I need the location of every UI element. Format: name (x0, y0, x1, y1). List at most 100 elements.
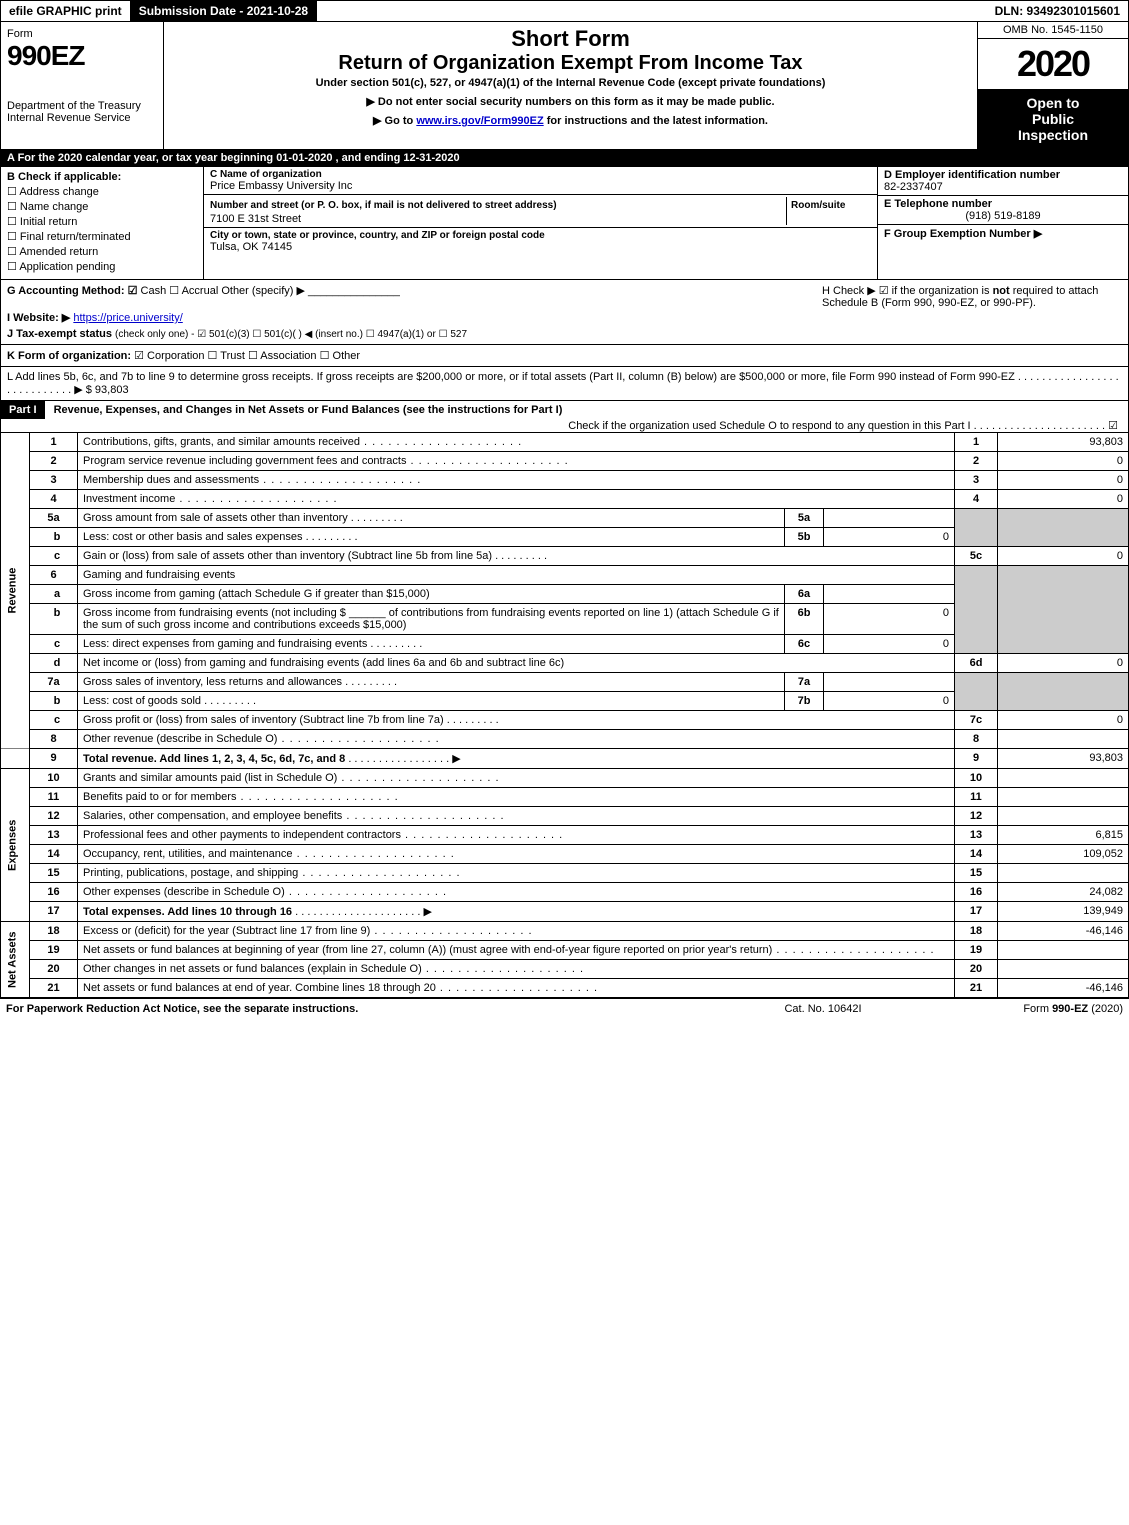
line6c-val: 0 (824, 635, 955, 654)
line9-desc: Total revenue. Add lines 1, 2, 3, 4, 5c,… (78, 749, 955, 769)
check-application-pending[interactable]: Application pending (7, 260, 197, 273)
line8-id: 8 (955, 730, 998, 749)
line12-amt (998, 807, 1129, 826)
line1-amt: 93,803 (998, 433, 1129, 452)
line6b-val: 0 (824, 604, 955, 635)
b-label: B Check if applicable: (7, 171, 121, 183)
side-revenue: Revenue (1, 433, 30, 749)
line6-desc: Gaming and fundraising events (78, 566, 955, 585)
website-link[interactable]: https://price.university/ (73, 312, 182, 324)
omb-number: OMB No. 1545-1150 (978, 22, 1128, 39)
line17-id: 17 (955, 902, 998, 922)
line6b-inner: 6b (785, 604, 824, 635)
line18-id: 18 (955, 922, 998, 941)
line5a-val (824, 509, 955, 528)
line5b-inner: 5b (785, 528, 824, 547)
part1-check-o: Check if the organization used Schedule … (1, 419, 1128, 432)
check-amended-return[interactable]: Amended return (7, 245, 197, 258)
section-g: G Accounting Method: Cash Accrual Other … (0, 280, 1129, 345)
efile-print[interactable]: efile GRAPHIC print (1, 1, 131, 21)
line7b-desc: Less: cost of goods sold (78, 692, 785, 711)
line18-amt: -46,146 (998, 922, 1129, 941)
g-cash[interactable]: Cash (128, 285, 167, 297)
side-expenses: Expenses (1, 769, 30, 922)
check-initial-return[interactable]: Initial return (7, 215, 197, 228)
line15-desc: Printing, publications, postage, and shi… (78, 864, 955, 883)
footer: For Paperwork Reduction Act Notice, see … (0, 998, 1129, 1019)
line7b-inner: 7b (785, 692, 824, 711)
line-k: K Form of organization: ☑ Corporation ☐ … (0, 345, 1129, 367)
footer-cat-no: Cat. No. 10642I (723, 1003, 923, 1015)
line6a-val (824, 585, 955, 604)
c-name-label: C Name of organization (210, 169, 871, 180)
part1-label: Part I (1, 401, 45, 419)
j-options: (check only one) - ☑ 501(c)(3) ☐ 501(c)(… (115, 329, 467, 340)
line16-desc: Other expenses (describe in Schedule O) (78, 883, 955, 902)
line20-amt (998, 960, 1129, 979)
irs: Internal Revenue Service (7, 112, 157, 124)
line14-id: 14 (955, 845, 998, 864)
line21-id: 21 (955, 979, 998, 998)
line7a-inner: 7a (785, 673, 824, 692)
org-street: 7100 E 31st Street (210, 213, 301, 225)
f-label: F Group Exemption Number ▶ (884, 228, 1042, 240)
lines-table: Revenue 1 Contributions, gifts, grants, … (0, 433, 1129, 998)
room-suite-label: Room/suite (791, 200, 845, 211)
line13-id: 13 (955, 826, 998, 845)
line16-amt: 24,082 (998, 883, 1129, 902)
line12-id: 12 (955, 807, 998, 826)
line2-id: 2 (955, 452, 998, 471)
line10-id: 10 (955, 769, 998, 788)
line1-num: 1 (30, 433, 78, 452)
line12-desc: Salaries, other compensation, and employ… (78, 807, 955, 826)
line10-amt (998, 769, 1129, 788)
part1-title: Revenue, Expenses, and Changes in Net As… (48, 401, 569, 419)
line2-desc: Program service revenue including govern… (78, 452, 955, 471)
line21-desc: Net assets or fund balances at end of ye… (78, 979, 955, 998)
line7c-id: 7c (955, 711, 998, 730)
line19-id: 19 (955, 941, 998, 960)
line8-desc: Other revenue (describe in Schedule O) (78, 730, 955, 749)
form-header: Form 990EZ Department of the Treasury In… (0, 22, 1129, 150)
d-label: D Employer identification number (884, 169, 1060, 181)
ein: 82-2337407 (884, 181, 943, 193)
j-label: J Tax-exempt status (7, 328, 112, 340)
check-address-change[interactable]: Address change (7, 185, 197, 198)
phone: (918) 519-8189 (884, 210, 1122, 222)
section-bcdef: B Check if applicable: Address change Na… (0, 167, 1129, 280)
line1-id: 1 (955, 433, 998, 452)
check-name-change[interactable]: Name change (7, 200, 197, 213)
line17-amt: 139,949 (998, 902, 1129, 922)
line5a-desc: Gross amount from sale of assets other t… (78, 509, 785, 528)
line20-id: 20 (955, 960, 998, 979)
line5b-val: 0 (824, 528, 955, 547)
form-number: 990EZ (7, 40, 157, 72)
col-def: D Employer identification number 82-2337… (877, 167, 1128, 279)
line-l: L Add lines 5b, 6c, and 7b to line 9 to … (0, 367, 1129, 401)
line9-id: 9 (955, 749, 998, 769)
ssn-warning: ▶ Do not enter social security numbers o… (174, 95, 967, 108)
line3-desc: Membership dues and assessments (78, 471, 955, 490)
dln: DLN: 93492301015601 (987, 1, 1128, 21)
g-other[interactable]: Other (specify) ▶ (221, 285, 305, 297)
part1-header: Part I Revenue, Expenses, and Changes in… (0, 401, 1129, 433)
subtitle: Under section 501(c), 527, or 4947(a)(1)… (174, 77, 967, 89)
line15-id: 15 (955, 864, 998, 883)
line17-desc: Total expenses. Add lines 10 through 16 … (78, 902, 955, 922)
line21-amt: -46,146 (998, 979, 1129, 998)
side-netassets: Net Assets (1, 922, 30, 998)
irs-link[interactable]: www.irs.gov/Form990EZ (416, 115, 543, 127)
line16-id: 16 (955, 883, 998, 902)
check-final-return[interactable]: Final return/terminated (7, 230, 197, 243)
line3-amt: 0 (998, 471, 1129, 490)
line13-desc: Professional fees and other payments to … (78, 826, 955, 845)
form-label: Form (7, 28, 157, 40)
line11-id: 11 (955, 788, 998, 807)
g-label: G Accounting Method: (7, 285, 125, 297)
line10-desc: Grants and similar amounts paid (list in… (78, 769, 955, 788)
line6c-desc: Less: direct expenses from gaming and fu… (78, 635, 785, 654)
g-accrual[interactable]: Accrual (169, 285, 218, 297)
col-b: B Check if applicable: Address change Na… (1, 167, 204, 279)
line7b-val: 0 (824, 692, 955, 711)
line5b-desc: Less: cost or other basis and sales expe… (78, 528, 785, 547)
